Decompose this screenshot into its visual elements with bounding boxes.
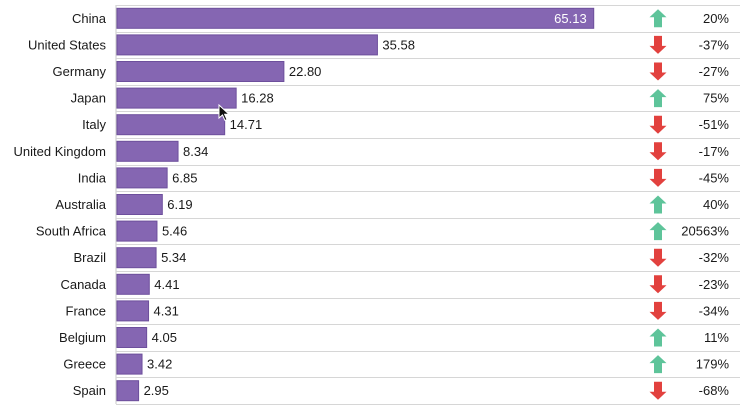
category-label: Belgium	[59, 330, 106, 345]
bar-france	[116, 300, 150, 322]
category-label: Spain	[73, 383, 106, 398]
change-label: 11%	[704, 330, 729, 345]
arrow-down-icon	[649, 168, 667, 187]
change-label: -37%	[699, 37, 730, 52]
labels: China 65.13 20% United States 35.58 -37% Germa…	[14, 11, 730, 398]
arrow-down-icon	[649, 35, 667, 54]
bar-belgium	[116, 327, 148, 348]
category-label: France	[66, 303, 106, 318]
value-label: 6.85	[172, 170, 197, 185]
change-label: -32%	[699, 250, 730, 265]
category-label: Canada	[60, 277, 106, 292]
mouse-cursor-icon	[218, 104, 231, 122]
bar-south-africa	[116, 220, 158, 242]
value-label: 4.41	[154, 277, 179, 292]
change-label: -17%	[699, 144, 730, 159]
value-label: 3.42	[147, 357, 172, 372]
value-label: 8.34	[183, 144, 208, 159]
arrow-down-icon	[649, 275, 667, 294]
change-label: 75%	[703, 91, 729, 106]
category-label: China	[72, 11, 107, 26]
arrow-up-icon	[649, 222, 667, 241]
value-label: 35.58	[382, 37, 415, 52]
change-label: -23%	[699, 277, 730, 292]
arrow-up-icon	[649, 195, 667, 214]
change-label: 179%	[696, 357, 730, 372]
value-label: 5.46	[162, 224, 187, 239]
bar-china	[116, 7, 595, 29]
arrow-up-icon	[649, 328, 667, 347]
bar-spain	[116, 380, 140, 402]
change-label: 20%	[703, 11, 729, 26]
change-label: 40%	[703, 197, 729, 212]
change-label: 20563%	[681, 224, 729, 239]
change-label: -51%	[699, 117, 730, 132]
bar-japan	[116, 87, 237, 109]
bars	[116, 7, 595, 402]
value-label: 14.71	[230, 117, 263, 132]
arrow-down-icon	[649, 381, 667, 400]
arrow-down-icon	[649, 142, 667, 161]
change-label: -34%	[699, 303, 730, 318]
category-label: Brazil	[73, 250, 106, 265]
category-label: United Kingdom	[14, 144, 107, 159]
arrow-down-icon	[649, 62, 667, 81]
arrow-down-icon	[649, 248, 667, 267]
bar-brazil	[116, 247, 157, 269]
value-label: 4.31	[154, 303, 179, 318]
category-label: India	[78, 170, 107, 185]
value-label: 16.28	[241, 91, 274, 106]
bar-india	[116, 167, 168, 189]
category-label: South Africa	[36, 224, 107, 239]
value-label: 22.80	[289, 64, 322, 79]
change-label: -68%	[699, 383, 730, 398]
bar-canada	[116, 273, 150, 295]
bar-australia	[116, 194, 163, 215]
value-label: 6.19	[167, 197, 192, 212]
bar-germany	[116, 61, 285, 82]
value-label: 65.13	[554, 11, 587, 26]
category-label: Italy	[82, 117, 106, 132]
bar-united-kingdom	[116, 140, 179, 162]
bar-greece	[116, 353, 143, 375]
category-label: Japan	[71, 91, 106, 106]
change-arrows	[649, 9, 667, 400]
arrow-down-icon	[649, 115, 667, 134]
value-label: 2.95	[144, 383, 169, 398]
category-label: Germany	[53, 64, 107, 79]
bar-united-states	[116, 34, 378, 56]
change-label: -45%	[699, 170, 730, 185]
arrow-up-icon	[649, 89, 667, 108]
value-label: 4.05	[152, 330, 177, 345]
category-label: Greece	[63, 357, 106, 372]
category-label: United States	[28, 37, 107, 52]
change-label: -27%	[699, 64, 730, 79]
arrow-down-icon	[649, 301, 667, 320]
category-label: Australia	[55, 197, 106, 212]
value-label: 5.34	[161, 250, 186, 265]
arrow-up-icon	[649, 9, 667, 28]
bar-italy	[116, 114, 226, 136]
arrow-up-icon	[649, 355, 667, 374]
